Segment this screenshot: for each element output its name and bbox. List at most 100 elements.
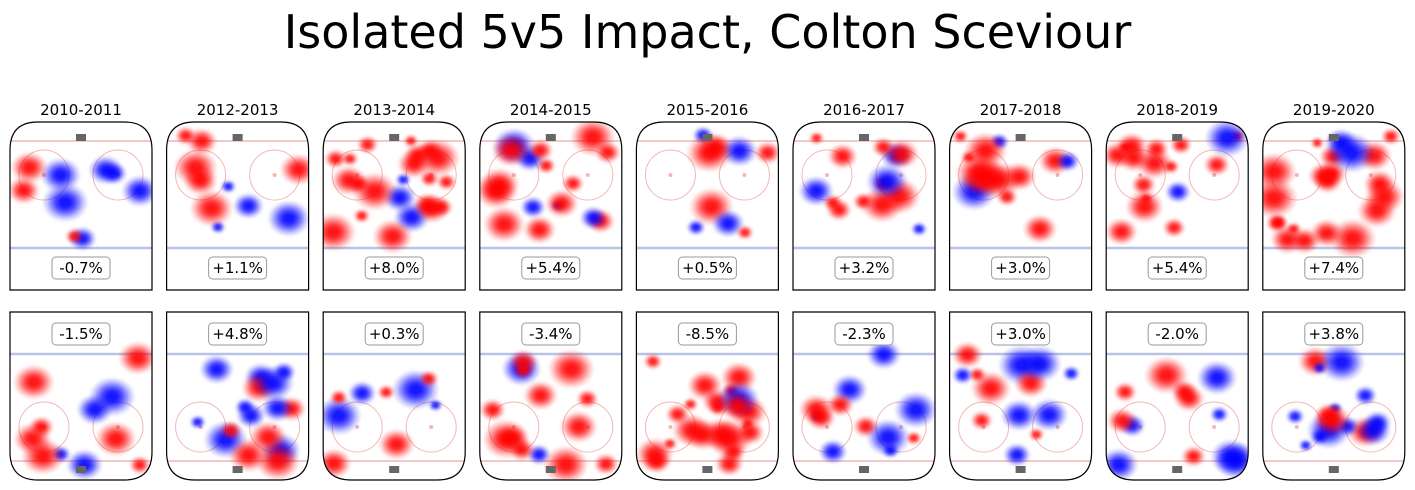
heat-blob-positive (27, 376, 41, 388)
heat-blob-positive (896, 149, 908, 159)
heat-blob-negative (406, 212, 418, 223)
heat-blob-positive (1034, 224, 1046, 234)
heat-blob-positive (911, 436, 917, 441)
heat-blob-negative (733, 146, 745, 156)
impact-label: +0.3% (369, 325, 420, 343)
season-label: 2013-2014 (353, 101, 435, 119)
heat-blob-positive (1139, 181, 1148, 189)
heat-blob-negative (1033, 358, 1047, 370)
heat-blob-negative (909, 404, 923, 416)
heat-blob-positive (386, 231, 399, 242)
heat-blob-negative (1173, 188, 1182, 196)
heat-blob-negative (1220, 132, 1235, 144)
heat-blob-positive (37, 423, 46, 431)
offense-rink-panel: +3.2% (792, 121, 936, 291)
heat-blob-positive (583, 395, 591, 402)
impact-label-box (991, 322, 1051, 346)
heat-blob-positive (543, 163, 550, 169)
heat-blob-negative (394, 193, 405, 203)
heat-blob-positive (572, 421, 585, 432)
heat-blob-positive (425, 376, 432, 382)
heat-blob-positive (712, 397, 722, 406)
impact-label: +8.0% (369, 259, 420, 277)
heat-blob-negative (89, 404, 101, 415)
goal-net (232, 134, 243, 141)
heat-blob-negative (282, 212, 296, 225)
heat-blob-positive (1387, 133, 1394, 139)
impact-label: -1.5% (59, 325, 103, 343)
impact-label: +3.2% (839, 259, 890, 277)
rink-surface (1262, 122, 1405, 290)
rink-surface (166, 312, 309, 480)
rink-surface (323, 122, 466, 290)
heat-blob-negative (195, 420, 201, 425)
heat-blob-positive (1148, 158, 1161, 169)
heat-blob-positive (1034, 432, 1039, 437)
impact-label: +5.4% (1152, 259, 1203, 277)
heat-blob-negative (878, 350, 890, 360)
heat-blob-negative (1068, 371, 1074, 376)
heat-blob-negative (57, 196, 73, 209)
heat-blob-positive (227, 427, 235, 434)
heat-blob-negative (828, 447, 838, 456)
heat-blob-positive (1121, 388, 1129, 396)
heat-blob-positive (1212, 161, 1221, 169)
heat-blob-negative (54, 169, 67, 181)
goal-net (76, 134, 86, 141)
heat-blob-positive (431, 152, 445, 164)
heat-blob-negative (134, 186, 146, 196)
heat-blob-positive (336, 395, 342, 400)
offense-rink-panel: +3.0% (949, 121, 1093, 291)
heat-blob-positive (733, 372, 745, 383)
rink-surface (10, 122, 152, 290)
impact-label-box (364, 322, 424, 346)
heat-blob-negative (225, 184, 231, 189)
impact-label: +3.0% (995, 259, 1046, 277)
heat-blob-positive (1117, 416, 1127, 425)
goal-net (859, 134, 869, 141)
heat-blob-positive (974, 372, 981, 378)
heat-blob-positive (437, 204, 445, 211)
season-label: 2017-2018 (980, 101, 1062, 119)
heat-blob-negative (1373, 419, 1382, 427)
rink-surface (949, 312, 1092, 480)
heat-blob-positive (292, 164, 305, 175)
rink-surface (479, 312, 622, 480)
heat-blob-negative (331, 409, 346, 422)
defense-rink-panel: +3.0% (949, 311, 1093, 481)
heat-blob-positive (699, 380, 711, 391)
heat-blob-positive (517, 446, 527, 454)
heat-blob-positive (1321, 228, 1332, 238)
faceoff-dot (1055, 173, 1060, 177)
impact-label-box (208, 256, 268, 280)
heat-blob-positive (443, 179, 450, 185)
impact-label-box (991, 256, 1051, 280)
faceoff-dot (1212, 425, 1217, 429)
impact-label-box (521, 256, 581, 280)
heat-blob-positive (1275, 219, 1281, 225)
heat-blob-positive (978, 417, 985, 424)
impact-label-box (677, 322, 737, 346)
offense-rink-panel: -0.7% (9, 121, 153, 291)
heat-blob-positive (23, 162, 36, 173)
rink-outline (1105, 121, 1249, 291)
heat-blob-negative (1292, 414, 1298, 419)
faceoff-dot (1294, 425, 1299, 429)
heat-blob-negative (1013, 410, 1025, 421)
impact-label: -3.4% (529, 325, 573, 343)
heat-blob-positive (332, 155, 340, 162)
chart-title: Isolated 5v5 Impact, Colton Sceviour (283, 5, 1132, 59)
rink-outline (792, 311, 936, 481)
heat-blob-negative (1317, 366, 1322, 370)
impact-label: -2.0% (1155, 325, 1199, 343)
season-label: 2014-2015 (510, 101, 592, 119)
heat-blob-positive (674, 411, 682, 418)
goal-net (545, 466, 556, 473)
heat-blob-positive (814, 136, 819, 141)
defense-rink-panel: +3.8% (1262, 311, 1406, 481)
heat-blob-positive (836, 401, 845, 409)
heat-blob-positive (109, 433, 123, 445)
rink-outline (792, 121, 936, 291)
faceoff-dot (825, 173, 829, 177)
